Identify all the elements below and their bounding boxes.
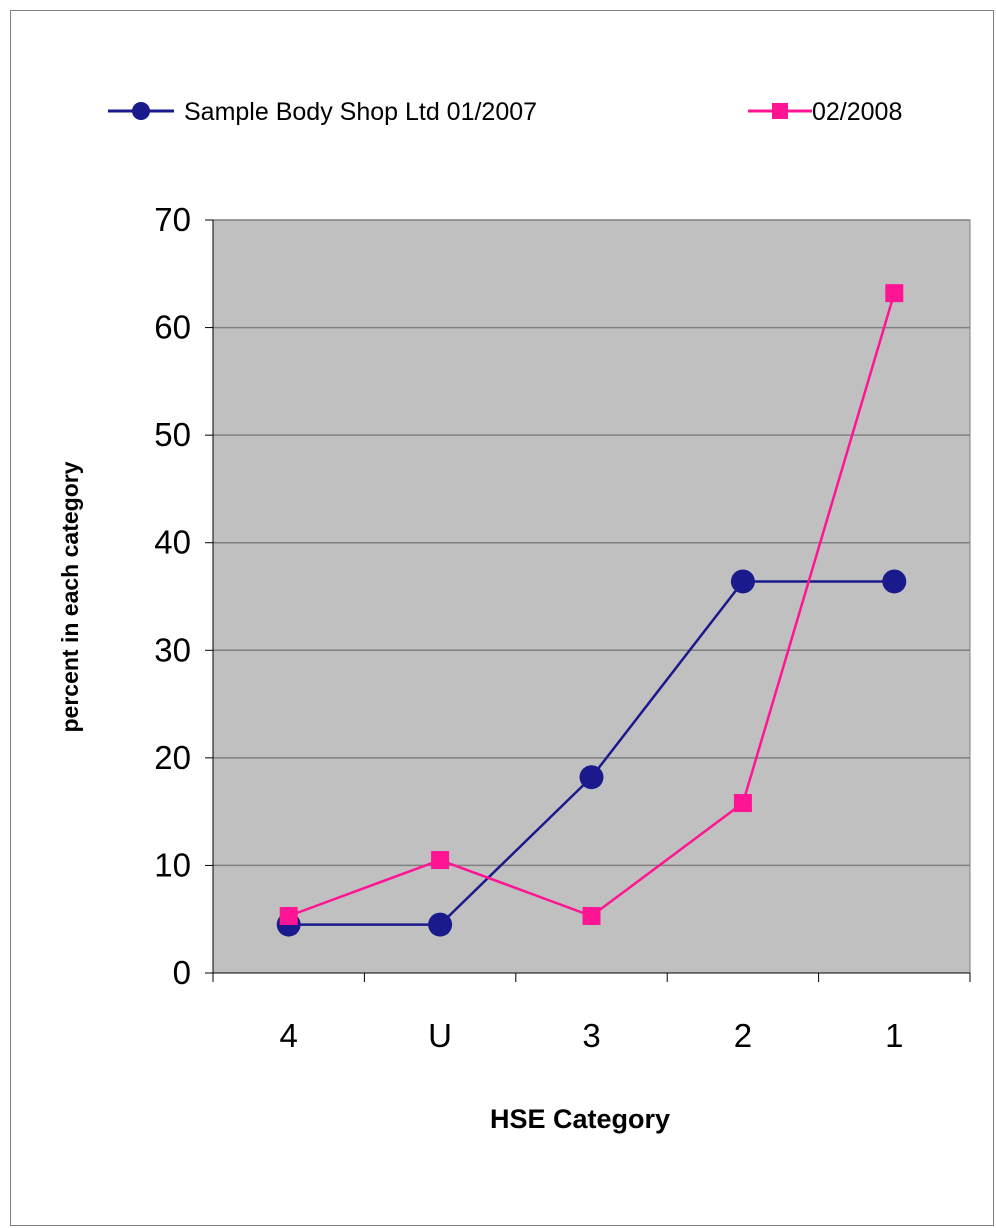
y-tick-label: 70 [154,201,191,238]
x-tick-label: U [428,1017,452,1054]
data-point [582,906,601,925]
legend-item: 02/2008 [748,98,902,126]
legend-marker [132,102,150,120]
y-tick-label: 10 [154,846,191,883]
data-point [431,851,450,870]
y-axis-label: percent in each category [57,461,83,732]
data-point [730,569,755,594]
x-axis-label: HSE Category [490,1104,670,1134]
data-point [885,284,904,303]
data-point [279,906,298,925]
data-point [428,912,453,937]
y-tick-label: 60 [154,309,191,346]
y-tick-label: 40 [154,524,191,561]
y-tick-label: 20 [154,739,191,776]
legend: Sample Body Shop Ltd 01/2007 02/2008 [108,98,902,126]
data-point [882,569,907,594]
x-tick-labels: 4 U 3 2 1 [280,1017,904,1054]
data-point [579,765,604,790]
x-tick-label: 1 [885,1017,903,1054]
legend-marker [772,103,788,119]
series-2 [279,284,904,925]
data-point [733,794,752,813]
legend-label: 02/2008 [812,98,902,126]
legend-item: Sample Body Shop Ltd 01/2007 [108,98,537,126]
gridlines [213,219,970,867]
series-layer [276,284,907,937]
y-tick-label: 30 [154,631,191,668]
x-tick-label: 4 [280,1017,298,1054]
y-tick-label: 50 [154,416,191,453]
x-tick-label: 2 [734,1017,752,1054]
y-tick-label: 0 [173,954,191,991]
axes [205,219,971,982]
plot-area [212,219,971,974]
y-tick-labels: 0 10 20 30 40 50 60 70 [154,201,191,991]
x-tick-label: 3 [582,1017,600,1054]
legend-label: Sample Body Shop Ltd 01/2007 [184,98,537,126]
